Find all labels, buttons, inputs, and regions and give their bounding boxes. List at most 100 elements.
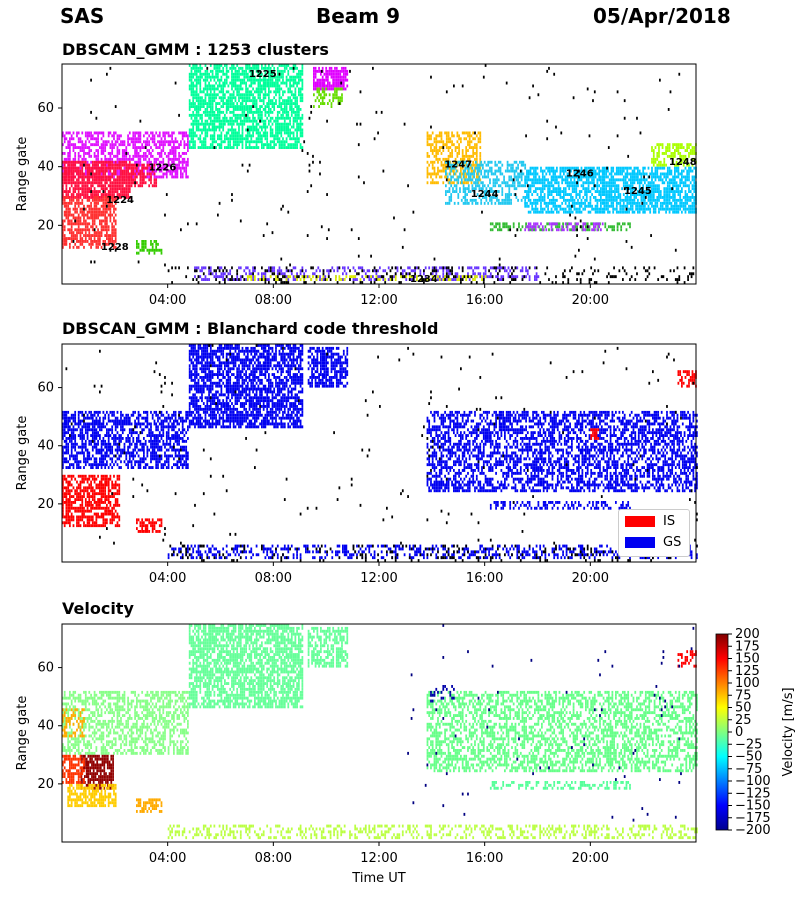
data-cell	[582, 201, 585, 205]
data-cell	[289, 105, 291, 108]
data-cell	[289, 96, 291, 100]
data-cell	[513, 187, 516, 191]
data-cell	[674, 172, 676, 176]
data-cell	[431, 131, 434, 135]
data-cell	[339, 102, 342, 105]
data-cell	[127, 187, 129, 191]
data-cell	[97, 149, 99, 152]
data-cell	[109, 219, 112, 223]
data-cell	[688, 143, 690, 147]
data-cell	[79, 219, 82, 223]
data-cell	[681, 172, 683, 176]
data-cell	[90, 201, 92, 205]
data-cell	[95, 210, 98, 214]
data-cell	[114, 172, 117, 176]
data-cell	[334, 72, 336, 76]
data-cell	[510, 175, 512, 179]
data-cell	[63, 134, 66, 138]
data-cell	[651, 204, 653, 208]
data-cell	[494, 160, 497, 164]
data-cell	[587, 184, 590, 188]
data-cell	[527, 169, 530, 173]
data-cell	[188, 102, 191, 105]
data-cell	[188, 108, 191, 111]
data-cell	[269, 81, 272, 85]
data-cell	[90, 160, 92, 164]
data-cell	[127, 157, 129, 161]
data-cell	[248, 131, 251, 135]
data-cell	[670, 201, 673, 205]
data-cell	[72, 216, 75, 220]
data-cell	[455, 184, 458, 188]
data-cell	[607, 198, 609, 202]
data-cell	[299, 96, 302, 100]
data-cell	[239, 87, 242, 91]
data-cell	[201, 72, 203, 76]
data-cell	[268, 119, 270, 123]
data-cell	[533, 201, 535, 205]
data-cell	[316, 90, 319, 94]
data-cell	[437, 140, 439, 144]
data-cell	[134, 175, 136, 179]
data-cell	[88, 216, 91, 220]
data-cell	[199, 137, 202, 141]
data-cell	[266, 116, 269, 120]
data-cell	[283, 64, 286, 67]
data-cell	[114, 163, 117, 167]
data-cell	[113, 190, 115, 193]
data-cell	[276, 137, 279, 141]
data-cell	[651, 175, 653, 179]
data-cell	[206, 131, 209, 135]
data-cell	[339, 84, 342, 88]
data-cell	[681, 187, 683, 191]
data-cell	[651, 172, 653, 176]
data-cell	[577, 178, 579, 182]
data-cell	[241, 143, 244, 147]
data-cell	[234, 69, 237, 73]
data-cell	[268, 102, 270, 105]
data-cell	[600, 187, 602, 191]
data-cell	[225, 134, 228, 138]
data-cell	[287, 113, 290, 117]
data-cell	[526, 178, 528, 182]
data-cell	[512, 184, 514, 188]
data-cell	[72, 143, 75, 147]
data-cell	[69, 187, 71, 191]
data-cell	[313, 105, 315, 108]
data-cell	[548, 184, 551, 188]
data-cell	[463, 157, 466, 161]
data-cell	[225, 81, 228, 85]
data-cell	[262, 81, 265, 85]
data-cell	[252, 64, 254, 67]
data-cell	[132, 157, 135, 161]
data-cell	[323, 93, 326, 97]
data-cell	[596, 181, 599, 185]
data-cell	[236, 72, 239, 76]
data-cell	[252, 72, 254, 76]
data-cell	[327, 102, 329, 105]
data-cell	[276, 134, 279, 138]
data-cell	[428, 172, 431, 176]
data-cell	[283, 131, 286, 135]
data-cell	[645, 193, 648, 196]
data-cell	[513, 175, 516, 179]
data-cell	[276, 110, 279, 114]
data-cell	[447, 146, 450, 149]
data-cell	[451, 140, 453, 144]
data-cell	[155, 169, 158, 173]
data-cell	[693, 152, 696, 155]
data-cell	[248, 69, 251, 73]
data-cell	[283, 116, 286, 120]
data-cell	[647, 198, 650, 202]
data-cell	[269, 140, 272, 144]
data-cell	[617, 201, 620, 205]
data-cell	[254, 140, 256, 144]
data-cell	[178, 163, 180, 167]
data-cell	[677, 187, 680, 191]
data-cell	[552, 210, 555, 214]
data-cell	[452, 187, 454, 191]
data-cell	[450, 198, 453, 202]
data-cell	[225, 72, 228, 76]
data-cell	[100, 163, 103, 167]
data-cell	[218, 78, 221, 82]
